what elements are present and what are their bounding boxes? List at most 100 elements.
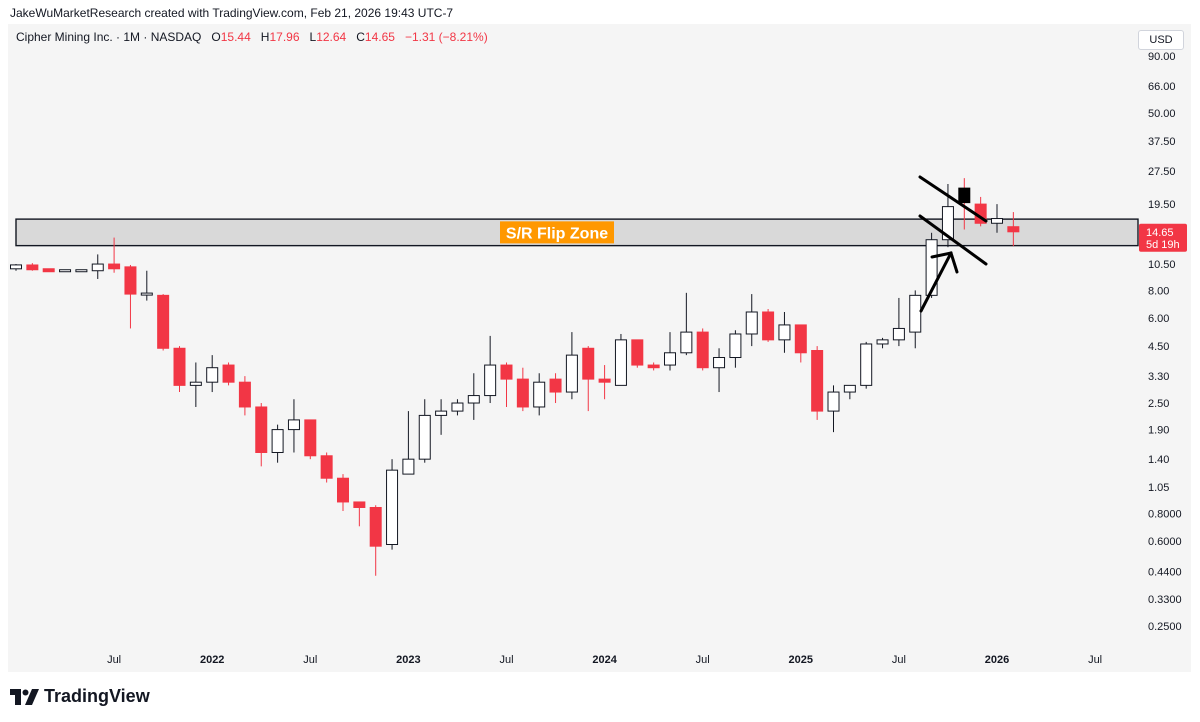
arrow-shaft bbox=[919, 251, 953, 313]
channel-upper-line bbox=[918, 175, 988, 223]
price-tick-label: 0.2500 bbox=[1148, 621, 1182, 633]
low-value: 12.64 bbox=[316, 30, 347, 44]
tradingview-logo-icon bbox=[10, 688, 39, 705]
price-tick-label: 90.00 bbox=[1148, 51, 1176, 63]
candle-body bbox=[794, 324, 807, 354]
candle-body bbox=[42, 268, 55, 273]
open-value: 15.44 bbox=[220, 30, 251, 44]
last-price-label: 14.65 bbox=[1146, 227, 1174, 239]
price-tick-label: 37.50 bbox=[1148, 136, 1176, 148]
channel-lower-line bbox=[918, 214, 988, 266]
candle-body bbox=[140, 292, 153, 296]
price-tick-label: 66.00 bbox=[1148, 81, 1176, 93]
candle-body bbox=[124, 266, 137, 295]
candle-body bbox=[925, 239, 938, 296]
candle-body bbox=[582, 347, 595, 380]
time-tick-label: Jul bbox=[107, 654, 121, 666]
candle-body bbox=[500, 364, 513, 380]
candle-body bbox=[157, 294, 170, 349]
currency-button[interactable]: USD bbox=[1138, 30, 1184, 50]
candle-body bbox=[713, 357, 726, 369]
symbol-legend: Cipher Mining Inc. · 1M · NASDAQ O15.44 … bbox=[16, 30, 488, 44]
candle-body bbox=[222, 364, 235, 383]
candle-body bbox=[91, 263, 104, 272]
time-tick-label: 2024 bbox=[592, 654, 617, 666]
candle-body bbox=[189, 381, 202, 386]
price-tick-label: 0.3300 bbox=[1148, 594, 1182, 606]
candle-body bbox=[892, 327, 905, 341]
price-tick-label: 3.30 bbox=[1148, 371, 1169, 383]
candle-body bbox=[745, 311, 758, 335]
time-axis: Jul 2022 Jul 2023 Jul 2024 Jul 2025 Jul 2026 Jul bbox=[107, 654, 1102, 666]
candle-body bbox=[762, 311, 775, 341]
candle-body bbox=[696, 331, 709, 369]
price-tick-label: 0.8000 bbox=[1148, 508, 1182, 520]
candle-body bbox=[59, 269, 72, 273]
time-tick-label: Jul bbox=[892, 654, 906, 666]
candle-body bbox=[206, 367, 219, 383]
last-price-marker bbox=[1139, 223, 1187, 252]
time-tick-label: 2023 bbox=[396, 654, 420, 666]
time-tick-label: Jul bbox=[303, 654, 317, 666]
arrow-head bbox=[930, 251, 959, 274]
time-tick-label: 2025 bbox=[789, 654, 813, 666]
candle-body bbox=[484, 364, 497, 397]
price-tick-label: 2.50 bbox=[1148, 398, 1169, 410]
low-label: L bbox=[309, 30, 317, 44]
price-tick-label: 19.50 bbox=[1148, 199, 1176, 211]
candle-body bbox=[647, 364, 660, 369]
candle-body bbox=[778, 324, 791, 341]
price-tick-label: 27.50 bbox=[1148, 166, 1176, 178]
candle-body bbox=[533, 381, 546, 408]
candle-body bbox=[304, 419, 317, 457]
candle-body bbox=[598, 378, 611, 383]
candle-body bbox=[729, 333, 742, 359]
price-tick-label: 1.05 bbox=[1148, 482, 1169, 494]
candle-body bbox=[941, 206, 954, 241]
high-label: H bbox=[260, 30, 270, 44]
candle-body bbox=[565, 354, 578, 393]
candle-body bbox=[860, 343, 873, 386]
price-tick-label: 4.50 bbox=[1148, 341, 1169, 353]
candle-body bbox=[876, 339, 889, 345]
price-tick-label: 0.6000 bbox=[1148, 536, 1182, 548]
candle-body bbox=[386, 469, 399, 546]
chart-credit: JakeWuMarketResearch created with Tradin… bbox=[10, 6, 454, 20]
symbol-name: Cipher Mining Inc. · 1M · NASDAQ bbox=[16, 30, 202, 44]
change-value: −1.31 (−8.21%) bbox=[404, 30, 488, 44]
candle-body bbox=[320, 455, 333, 479]
candle-body bbox=[369, 506, 382, 547]
candle-body bbox=[631, 339, 644, 366]
candle-body bbox=[108, 263, 121, 270]
candle-body bbox=[467, 395, 480, 404]
candle-body bbox=[353, 501, 366, 508]
price-tick-label: 10.50 bbox=[1148, 259, 1176, 271]
candle-body bbox=[287, 419, 300, 431]
candle-body bbox=[516, 378, 529, 408]
candle-body bbox=[75, 269, 88, 273]
time-tick-label: Jul bbox=[499, 654, 513, 666]
candle-body bbox=[958, 187, 971, 204]
candle-body bbox=[827, 391, 840, 412]
candle-body bbox=[1007, 226, 1020, 233]
price-tick-label: 1.90 bbox=[1148, 425, 1169, 437]
price-tick-label: 0.4400 bbox=[1148, 566, 1182, 578]
candle-body bbox=[811, 350, 824, 412]
tradingview-logo-text: TradingView bbox=[44, 686, 150, 706]
candles-group bbox=[10, 178, 1020, 576]
candle-body bbox=[271, 429, 284, 453]
price-tick-label: 8.00 bbox=[1148, 285, 1169, 297]
open-label: O bbox=[211, 30, 221, 44]
price-tick-label: 1.40 bbox=[1148, 454, 1169, 466]
candle-body bbox=[26, 264, 39, 271]
sr-zone-label: S/R Flip Zone bbox=[506, 225, 608, 242]
candle-body bbox=[991, 218, 1003, 224]
high-value: 17.96 bbox=[269, 30, 300, 44]
chart-pane[interactable] bbox=[8, 24, 1191, 672]
price-tick-label: 50.00 bbox=[1148, 108, 1176, 120]
candle-body bbox=[337, 477, 349, 503]
time-tick-label: 2026 bbox=[985, 654, 1009, 666]
candle-body bbox=[451, 402, 464, 412]
candle-body bbox=[680, 331, 693, 354]
